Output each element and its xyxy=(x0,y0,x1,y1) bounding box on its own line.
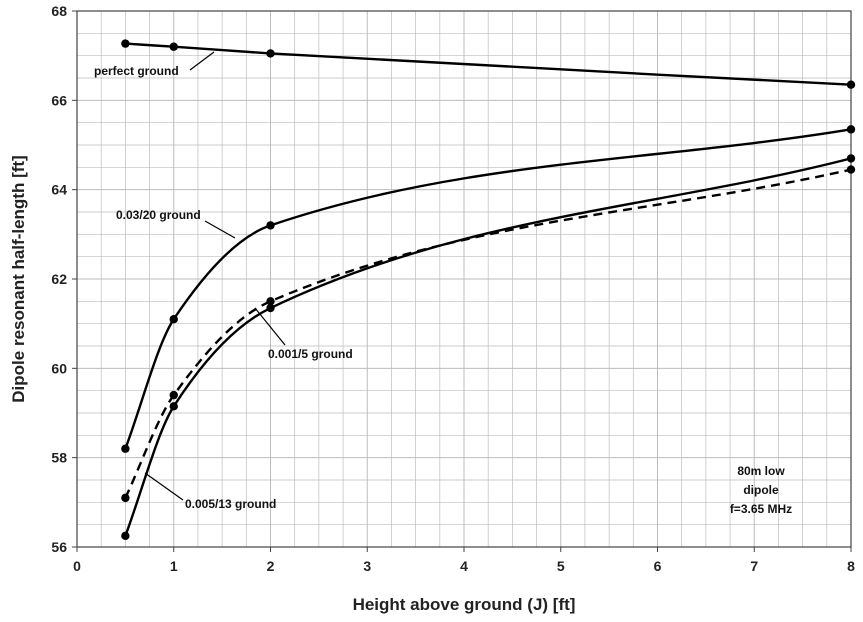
annotation-dipole: dipole xyxy=(743,483,779,497)
y-tick-label: 62 xyxy=(51,271,67,287)
annotation-80m-low: 80m low xyxy=(737,464,785,478)
data-point-0-03-20-ground xyxy=(121,444,130,453)
x-tick-label: 4 xyxy=(460,558,468,574)
y-tick-label: 66 xyxy=(51,92,67,108)
data-point-perfect-ground xyxy=(169,42,178,51)
y-tick-label: 58 xyxy=(51,450,67,466)
annotation-frequency: f=3.65 MHz xyxy=(730,502,792,516)
annotation-0-005-13-ground: 0.005/13 ground xyxy=(185,497,276,511)
data-point-0-001-5-ground xyxy=(846,154,856,163)
data-point-perfect-ground xyxy=(846,80,856,89)
data-point-0-03-20-ground xyxy=(266,221,275,230)
data-point-0-005-13-ground xyxy=(266,297,275,306)
y-axis-title: Dipole resonant half-length [ft] xyxy=(9,155,28,402)
x-tick-label: 6 xyxy=(654,558,662,574)
x-tick-label: 0 xyxy=(73,558,81,574)
annotation-arrow-perfect-ground xyxy=(189,51,215,71)
x-tick-label: 8 xyxy=(847,558,855,574)
axes xyxy=(72,10,852,552)
annotation-arrow-0-03-20-ground xyxy=(204,220,236,239)
grid xyxy=(77,11,851,547)
y-tick-label: 60 xyxy=(51,360,67,376)
data-point-0-005-13-ground xyxy=(169,390,178,400)
points-group xyxy=(121,39,856,541)
annotation-arrow-0-001-5-ground xyxy=(254,307,286,346)
x-tick-label: 1 xyxy=(170,558,178,574)
data-point-0-005-13-ground xyxy=(121,493,130,503)
series-line-perfect-ground xyxy=(125,42,852,86)
data-point-0-03-20-ground xyxy=(846,125,856,134)
y-tick-label: 56 xyxy=(51,539,67,555)
data-point-perfect-ground xyxy=(121,39,130,48)
x-tick-labels: 0 1 2 3 4 5 6 7 8 xyxy=(73,558,855,574)
annotation-perfect-ground: perfect ground xyxy=(94,64,179,78)
annotation-arrow-0-005-13-ground xyxy=(144,472,184,501)
data-point-0-001-5-ground xyxy=(266,303,275,313)
x-tick-label: 3 xyxy=(363,558,371,574)
x-tick-label: 7 xyxy=(750,558,758,574)
y-tick-label: 68 xyxy=(51,3,67,19)
y-tick-label: 64 xyxy=(51,182,67,198)
annotations: perfect ground 0.03/20 ground 0.001/5 gr… xyxy=(94,51,792,516)
x-tick-label: 2 xyxy=(267,558,275,574)
x-tick-label: 5 xyxy=(557,558,565,574)
data-point-0-001-5-ground xyxy=(169,402,178,411)
data-point-0-03-20-ground xyxy=(169,315,178,324)
x-axis-title: Height above ground (J) [ft] xyxy=(353,595,576,614)
data-point-perfect-ground xyxy=(266,49,275,58)
annotation-0-03-20-ground: 0.03/20 ground xyxy=(116,208,201,222)
y-tick-labels: 56 58 60 62 64 66 68 xyxy=(51,3,67,555)
data-point-0-001-5-ground xyxy=(121,531,130,541)
data-point-0-005-13-ground xyxy=(846,165,856,174)
annotation-0-001-5-ground: 0.001/5 ground xyxy=(268,347,353,361)
